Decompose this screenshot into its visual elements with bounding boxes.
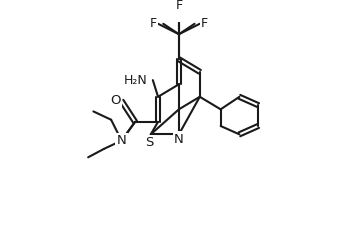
Text: H₂N: H₂N [124,74,148,87]
Text: S: S [146,136,154,149]
Text: O: O [110,94,121,107]
Text: N: N [174,133,184,146]
Text: F: F [150,17,157,30]
Text: F: F [175,0,182,12]
Text: N: N [117,134,126,147]
Text: F: F [201,17,208,30]
